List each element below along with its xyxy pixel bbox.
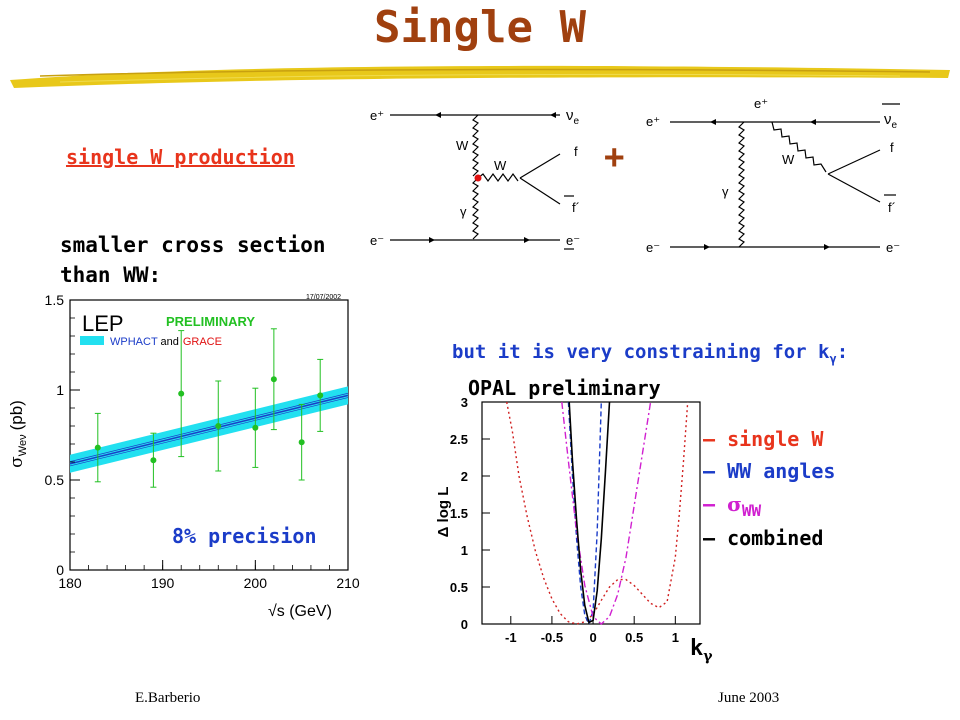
- chart-right-ylabel: Δ log L: [435, 487, 452, 538]
- y-tick-label: 0: [56, 562, 64, 578]
- feyn-left-gamma: γ: [460, 204, 467, 219]
- chart-left-xlabel: √s (GeV): [268, 603, 332, 620]
- single-w-production-heading: single W production: [66, 145, 295, 169]
- data-point: [298, 439, 305, 446]
- y-tick-label: 2: [461, 469, 468, 484]
- y-tick-label: 0: [461, 617, 468, 632]
- y-tick-label: 3: [461, 395, 468, 410]
- legend-band-label: WPHACT and GRACE: [110, 336, 222, 348]
- slide-title: Single W: [374, 2, 586, 53]
- y-tick-label: 0.5: [450, 580, 468, 595]
- chart-experiment-label: LEP: [82, 311, 124, 336]
- data-point: [317, 392, 324, 399]
- legend-ww-angles: – WW angles: [703, 459, 836, 483]
- feyn-left-f: f: [574, 144, 578, 159]
- x-tick-label: 0.5: [625, 630, 643, 645]
- legend-sigma-ww: – σWW: [703, 492, 762, 520]
- note-line-2: than WW:: [60, 263, 162, 287]
- x-tick-label: 210: [336, 575, 360, 591]
- chart-left-ylabel: σWeν(pb): [7, 400, 29, 468]
- y-tick-label: 1: [56, 382, 64, 398]
- curve-series-1: [567, 401, 602, 626]
- feyn-left-e-in-top: e⁺: [370, 108, 384, 123]
- data-point: [94, 444, 101, 451]
- data-point: [178, 390, 185, 397]
- feyn-right-nu-out: νe: [884, 111, 898, 131]
- y-tick-label: 1.5: [45, 292, 65, 308]
- legend-band-swatch: [80, 336, 104, 345]
- y-tick-label: 1: [461, 543, 468, 558]
- data-point: [150, 457, 157, 464]
- feyn-right-f: f: [890, 140, 894, 155]
- feynman-diagram-w-radiation: e⁺ e⁺ νe W γ f f´ e⁻ e⁻: [646, 96, 900, 255]
- x-tick-label: 200: [244, 575, 268, 591]
- x-tick-label: 1: [672, 630, 679, 645]
- feyn-right-gamma: γ: [722, 184, 729, 199]
- constraint-text: but it is very constraining for kγ:: [452, 341, 849, 366]
- curve-series-0: [506, 401, 689, 625]
- plus-sign: +: [604, 137, 625, 177]
- opal-chart-title: OPAL preliminary: [468, 376, 661, 400]
- feyn-right-w: W: [782, 152, 795, 167]
- feyn-left-w-horizontal: W: [494, 158, 507, 173]
- note-line-1: smaller cross section: [60, 233, 326, 257]
- data-point: [270, 376, 277, 383]
- footer-date: June 2003: [718, 690, 780, 706]
- y-tick-label: 1.5: [450, 506, 468, 521]
- opal-plot-frame: [481, 401, 701, 625]
- x-tick-label: 190: [151, 575, 175, 591]
- y-tick-label: 2.5: [450, 432, 468, 447]
- feyn-left-nu-out: νe: [566, 107, 580, 127]
- curve-series-3: [568, 401, 611, 624]
- chart-right-xlabel: kγ: [690, 636, 713, 665]
- y-tick-label: 0.5: [45, 472, 65, 488]
- data-point: [215, 423, 222, 429]
- x-tick-label: 180: [58, 575, 82, 591]
- cross-section-note: smaller cross section than WW:: [60, 230, 326, 290]
- footer-author: E.Barberio: [135, 690, 201, 706]
- legend-single-w: – single W: [703, 427, 824, 451]
- delta-log-l-chart: 0 0.5 1 1.5 2 2.5 3 -1 -0.5 0 0.5 1 Δ log L: [435, 395, 701, 645]
- feynman-diagram-t-channel: e⁺ νe W W γ f f´ e⁻ e⁻: [370, 107, 580, 250]
- legend-combined: – combined: [703, 526, 824, 550]
- feyn-right-e-out-bottom: e⁻: [886, 240, 900, 255]
- feyn-right-e-out-top: e⁺: [754, 96, 768, 111]
- feyn-right-e-in-bottom: e⁻: [646, 240, 660, 255]
- curve-series-2: [561, 401, 652, 625]
- feyn-left-e-in-bottom: e⁻: [370, 233, 384, 248]
- feyn-left-w-vertical: W: [456, 138, 469, 153]
- chart-preliminary-tag: PRELIMINARY: [166, 314, 255, 329]
- x-tick-label: -0.5: [541, 630, 563, 645]
- precision-label: 8% precision: [172, 524, 317, 548]
- feyn-left-e-out-bottom: e⁻: [566, 233, 580, 248]
- x-tick-label: -1: [505, 630, 517, 645]
- x-tick-label: 0: [589, 630, 596, 645]
- chart-date: 17/07/2002: [306, 294, 341, 301]
- feyn-left-fbar: f´: [572, 200, 580, 215]
- title-underline-stroke: [10, 65, 950, 88]
- feyn-right-fbar: f´: [888, 200, 896, 215]
- data-point: [252, 424, 259, 431]
- sigma-wenu-chart: 17/07/2002 LEP PRELIMINARY WPHACT and GRAC…: [7, 292, 360, 620]
- feyn-right-e-in-top: e⁺: [646, 114, 660, 129]
